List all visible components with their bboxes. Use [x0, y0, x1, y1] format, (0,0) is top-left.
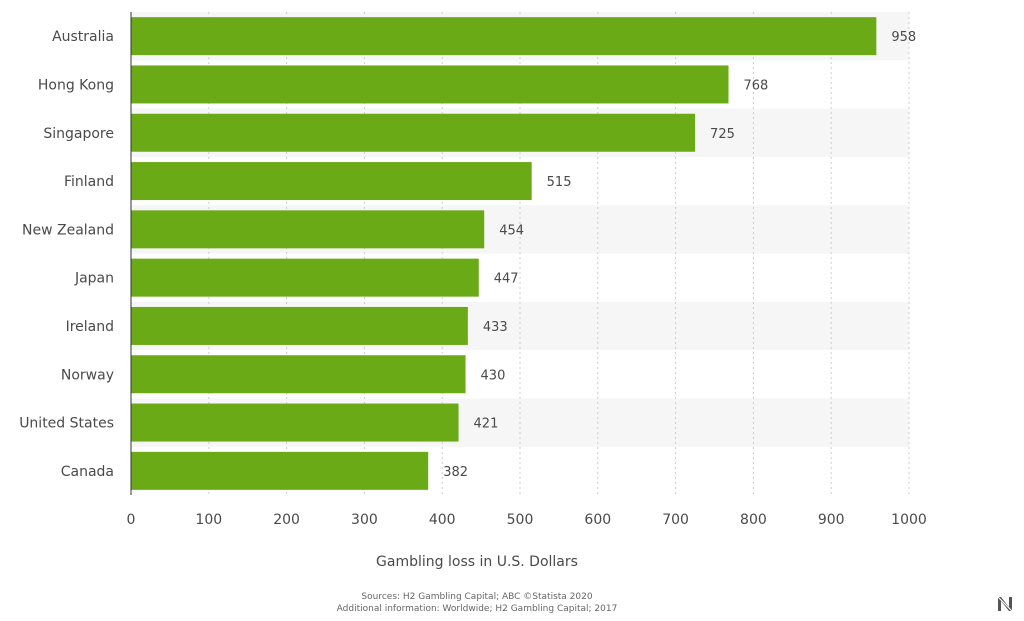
- value-label: 515: [547, 175, 572, 190]
- source-line-1: Sources: H2 Gambling Capital; ABC ©Stati…: [361, 592, 592, 602]
- x-tick-label: 0: [127, 512, 136, 528]
- x-tick-label: 900: [818, 512, 845, 528]
- bar: [131, 451, 429, 490]
- x-tick-label: 300: [351, 512, 378, 528]
- value-label: 433: [483, 320, 508, 335]
- bar: [131, 403, 459, 442]
- category-label: Australia: [52, 29, 114, 45]
- value-label: 421: [474, 417, 499, 432]
- x-tick-label: 700: [662, 512, 689, 528]
- x-axis-title: Gambling loss in U.S. Dollars: [376, 554, 578, 570]
- bar: [131, 210, 485, 249]
- category-label: Ireland: [66, 319, 114, 335]
- category-label: United States: [19, 416, 114, 432]
- x-tick-label: 500: [507, 512, 534, 528]
- category-label: Hong Kong: [38, 77, 114, 93]
- value-label: 768: [744, 78, 769, 93]
- x-tick-label: 400: [429, 512, 456, 528]
- bar: [131, 355, 466, 394]
- x-tick-label: 1000: [891, 512, 927, 528]
- category-label: Japan: [74, 271, 114, 287]
- value-label: 382: [443, 465, 468, 480]
- bars: [131, 17, 877, 490]
- category-labels: Australia Hong Kong Singapore Finland New Ze…: [19, 29, 114, 480]
- source-line-2: Additional information: Worldwide; H2 Ga…: [337, 604, 618, 614]
- value-label: 454: [499, 223, 524, 238]
- bar: [131, 113, 696, 152]
- category-label: Finland: [64, 174, 114, 190]
- value-label: 958: [891, 30, 916, 45]
- x-tick-label: 100: [195, 512, 222, 528]
- logo-icon: [997, 596, 1013, 612]
- category-label: Canada: [61, 464, 114, 480]
- bar: [131, 162, 532, 201]
- value-label: 447: [494, 272, 519, 287]
- x-tick-label: 800: [740, 512, 767, 528]
- category-label: Norway: [61, 367, 114, 383]
- x-tick-labels: 0 100 200 300 400 500 600 700 800 900 1000: [127, 512, 927, 528]
- bar: [131, 258, 479, 297]
- bar: [131, 17, 877, 56]
- x-tick-label: 600: [584, 512, 611, 528]
- value-label: 725: [710, 127, 735, 142]
- category-label: New Zealand: [22, 222, 114, 238]
- x-tick-label: 200: [273, 512, 300, 528]
- bar: [131, 306, 468, 345]
- bar: [131, 65, 729, 104]
- category-label: Singapore: [43, 126, 114, 142]
- value-labels: 958 768 725 515 454 447 433 430 421 382: [443, 30, 916, 480]
- value-label: 430: [481, 368, 506, 383]
